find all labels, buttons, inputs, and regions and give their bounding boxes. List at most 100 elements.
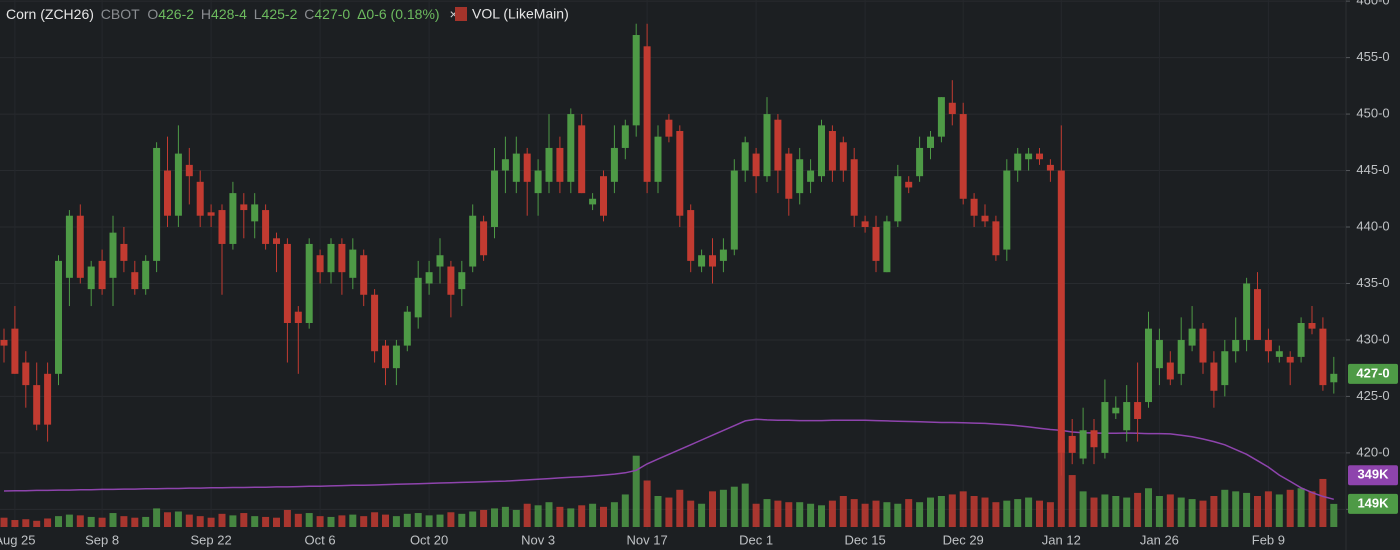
x-tick-label: Nov 17 xyxy=(626,532,667,547)
candle-body xyxy=(33,385,41,425)
candle-body xyxy=(1221,351,1229,386)
candle-body xyxy=(861,221,869,228)
close-study-button[interactable]: × xyxy=(449,6,457,22)
study-label[interactable]: VOL (LikeMain) xyxy=(472,6,569,22)
candle-body xyxy=(894,176,902,222)
volume-bar xyxy=(741,483,749,527)
candle-body xyxy=(905,181,913,188)
volume-bar xyxy=(11,520,19,527)
candle-body xyxy=(796,159,804,194)
candle-body xyxy=(382,345,389,369)
volume-bar xyxy=(1079,491,1087,527)
volume-bar xyxy=(828,500,836,527)
volume-bar xyxy=(1134,492,1142,527)
volume-bar xyxy=(458,513,466,527)
y-tick-label: 430-0 xyxy=(1356,331,1389,346)
candle-body xyxy=(818,125,825,177)
volume-bar xyxy=(981,497,989,527)
volume-bar xyxy=(55,516,62,527)
volume-bar xyxy=(392,516,400,527)
candle-body xyxy=(709,255,716,267)
volume-bar xyxy=(905,499,913,527)
close-label: C xyxy=(304,6,314,22)
volume-bar xyxy=(1319,478,1327,527)
candle-body xyxy=(1177,339,1185,374)
candle-body xyxy=(948,102,956,115)
candle-body xyxy=(610,147,618,182)
last-price-label-bg xyxy=(1348,363,1398,384)
volume-bar xyxy=(0,517,8,527)
volume-bar xyxy=(937,496,945,527)
volume-bar xyxy=(1188,499,1196,527)
volume-bar xyxy=(807,503,815,527)
volume-bar xyxy=(872,500,880,527)
y-tick-label: 450-0 xyxy=(1356,106,1389,121)
volume-bar xyxy=(970,496,978,527)
volume-bar xyxy=(1243,492,1251,527)
volume-bar xyxy=(371,512,379,527)
candle-body xyxy=(512,153,520,182)
candle-body xyxy=(1046,164,1054,171)
low-label: L xyxy=(254,6,262,22)
volume-bar xyxy=(164,512,171,527)
volume-bar xyxy=(796,502,804,527)
candle-body xyxy=(1145,328,1152,403)
candle-body xyxy=(719,249,727,261)
low-value: 425-2 xyxy=(262,6,298,22)
volume-bar xyxy=(316,516,324,527)
candle-body xyxy=(327,243,335,273)
candle-body xyxy=(828,131,836,171)
volume-bar xyxy=(1112,496,1120,527)
volume-bar xyxy=(1275,494,1283,527)
last-line-label: 349K xyxy=(1357,467,1389,482)
volume-bar xyxy=(1003,500,1011,527)
candle-body xyxy=(665,119,673,137)
candle-body xyxy=(305,243,313,323)
volume-bar xyxy=(1090,497,1098,527)
candle-body xyxy=(229,193,237,244)
candle-body xyxy=(273,238,280,244)
volume-bar xyxy=(1177,497,1185,527)
volume-bar xyxy=(1166,494,1174,527)
candle-body xyxy=(774,119,782,171)
candle-body xyxy=(262,210,270,244)
candle-body xyxy=(294,311,302,323)
volume-bar xyxy=(1199,500,1207,527)
volume-bar xyxy=(1155,496,1163,527)
volume-bar xyxy=(425,515,433,527)
candle-body xyxy=(371,294,379,352)
volume-bar xyxy=(665,497,673,527)
volume-bar xyxy=(1232,491,1240,527)
volume-bar xyxy=(338,515,346,527)
candle-body xyxy=(730,170,738,250)
last-volume-label: 149K xyxy=(1357,495,1389,510)
volume-bar xyxy=(22,519,30,527)
volume-bar xyxy=(752,503,760,527)
candle-body xyxy=(545,147,553,182)
candle-body xyxy=(1057,170,1065,453)
volume-bar xyxy=(240,513,248,527)
volume-bar xyxy=(556,506,564,527)
price-axis xyxy=(1346,0,1400,550)
volume-bar xyxy=(294,513,302,527)
candle-body xyxy=(534,170,542,194)
candle-body xyxy=(643,46,651,182)
volume-bar xyxy=(262,516,270,527)
candle-body xyxy=(937,97,945,137)
candle-body xyxy=(1243,283,1251,340)
volume-bar xyxy=(349,514,357,527)
candle-body xyxy=(523,153,531,182)
x-tick-label: Oct 6 xyxy=(305,532,336,547)
x-tick-label: Jan 26 xyxy=(1140,532,1179,547)
candle-body xyxy=(491,170,498,228)
volume-bar xyxy=(992,502,1000,527)
candle-body xyxy=(1188,328,1196,346)
volume-bar xyxy=(785,502,793,527)
candle-body xyxy=(153,147,161,261)
candle-body xyxy=(1155,339,1163,369)
candle-body xyxy=(164,170,171,216)
candle-body xyxy=(1079,430,1087,459)
study-swatch xyxy=(455,7,467,21)
